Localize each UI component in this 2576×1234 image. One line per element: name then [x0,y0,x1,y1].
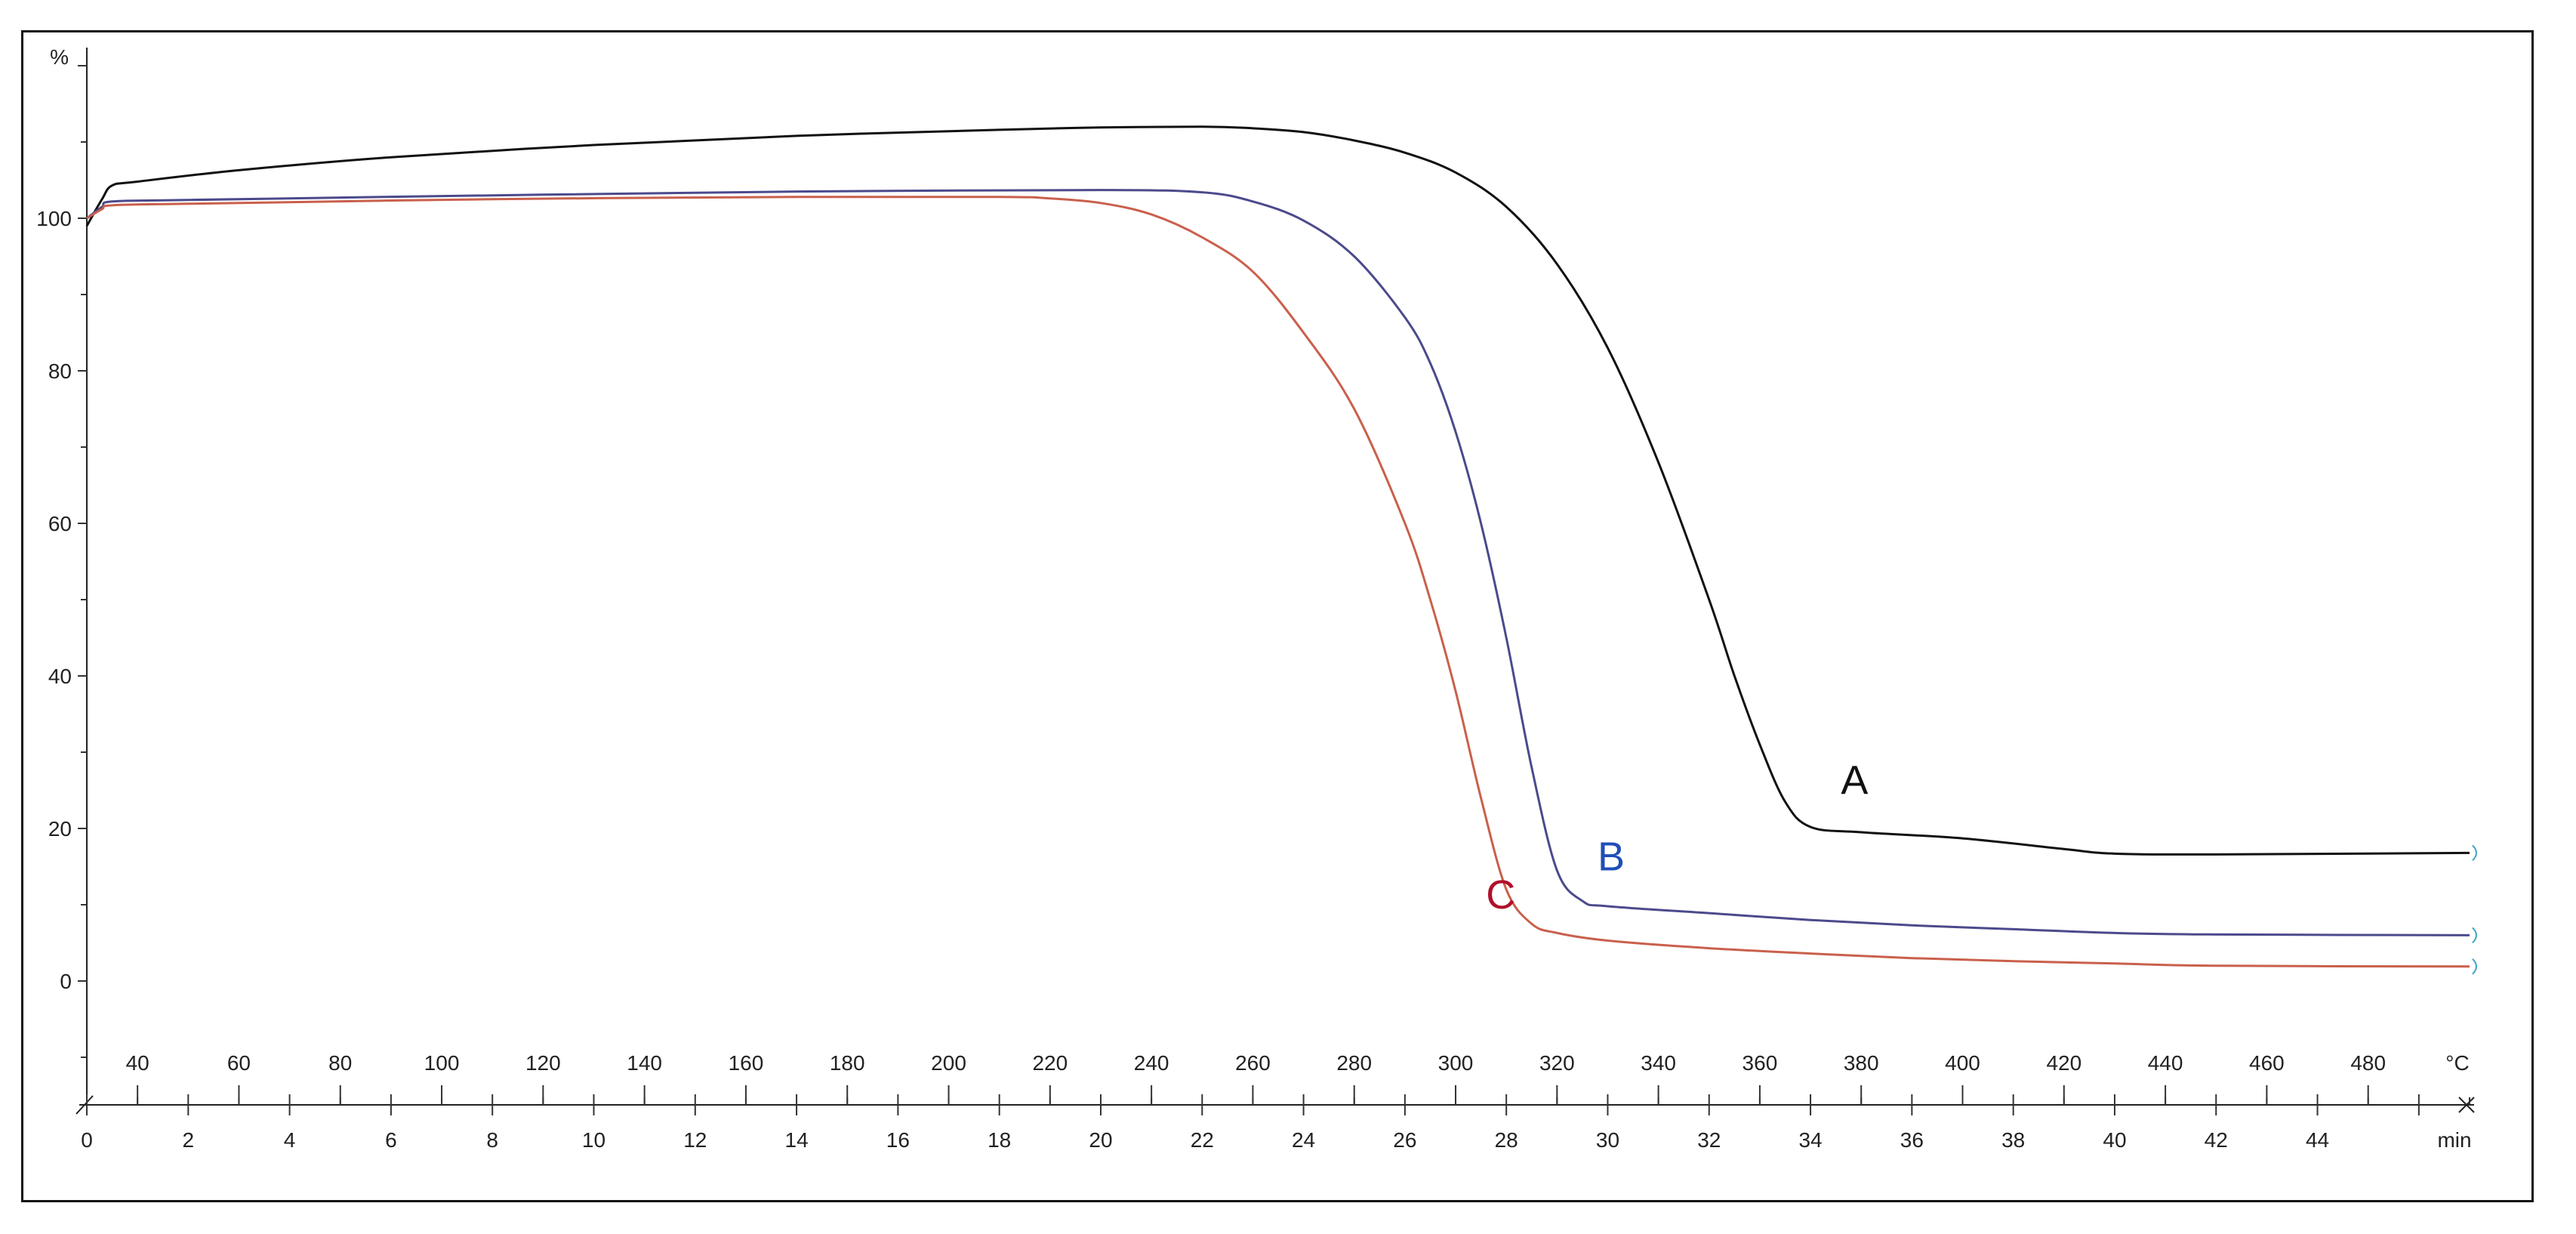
chart-frame: 0 20 40 60 80 100 0 2 4 6 8 10 12 14 16 18 20 22 24 26 28 30 3… [21,30,2534,1202]
x-temp-tick-label: 320 [1539,1051,1575,1075]
series-line-C [86,195,2470,968]
x-temp-tick-label: 200 [931,1051,966,1075]
y-tick-label: 40 [48,665,72,688]
x-min-tick-label: 10 [582,1128,605,1152]
x-temp-tick-label: 360 [1742,1051,1778,1075]
y-axis-unit-label: % [50,45,69,69]
x-min-tick-label: 22 [1191,1128,1214,1152]
y-tick-label: 80 [48,359,72,383]
series-label-A: A [1841,758,1868,804]
x-temp-tick-label: 140 [627,1051,662,1075]
x-temp-tick-label: 100 [424,1051,460,1075]
x-min-tick-label: 44 [2306,1128,2329,1152]
origin-mark [75,1095,94,1115]
x-min-tick-label: 30 [1596,1128,1619,1152]
x-min-tick-label: 24 [1292,1128,1315,1152]
x-min-tick-label: 34 [1798,1128,1822,1152]
x-min-tick-label: 26 [1393,1128,1416,1152]
x-temp-tick-label: 220 [1032,1051,1068,1075]
series-end-marker-C [2472,958,2477,975]
x-temp-tick-label: 400 [1945,1051,1980,1075]
x-temp-tick-label: 160 [729,1051,764,1075]
series-line-A [85,125,2470,856]
x-temp-tick-label: 60 [227,1051,251,1075]
series-end-marker-A [2472,844,2477,862]
x-min-tick-label: 0 [81,1128,93,1152]
x-axis-temp-unit-label: °C [2445,1051,2469,1075]
x-axis-min-unit-label: min [2437,1128,2471,1152]
x-temp-tick-label: 380 [1844,1051,1879,1075]
x-temp-tick-label: 40 [126,1051,149,1075]
x-min-tick-label: 40 [2103,1128,2126,1152]
x-min-tick-label: 12 [683,1128,707,1152]
x-temp-tick-label: 420 [2046,1051,2081,1075]
x-temp-tick-label: 120 [525,1051,561,1075]
x-temp-tick-label: 480 [2350,1051,2386,1075]
series-label-B: B [1598,834,1625,880]
x-temp-tick-label: 180 [830,1051,865,1075]
x-min-tick-label: 8 [486,1128,498,1152]
x-axis-end-mark [2458,1097,2475,1113]
x-min-tick-label: 14 [785,1128,809,1152]
x-temp-tick-label: 340 [1641,1051,1676,1075]
x-temp-tick-label: 260 [1235,1051,1271,1075]
x-min-tick-label: 4 [284,1128,296,1152]
series-group [85,125,2477,975]
x-temp-tick-label: 280 [1336,1051,1372,1075]
series-label-C: C [1486,872,1515,918]
x-min-tick-label: 2 [183,1128,195,1152]
x-min-tick-label: 32 [1697,1128,1721,1152]
series-line-B [86,189,2470,936]
series-end-marker-B [2472,927,2477,944]
x-temp-tick-label: 460 [2249,1051,2285,1075]
y-tick-label: 0 [60,970,72,993]
y-tick-label: 100 [36,207,72,230]
x-min-tick-label: 6 [385,1128,397,1152]
x-min-tick-label: 18 [988,1128,1011,1152]
x-min-tick-label: 36 [1900,1128,1924,1152]
y-tick-label: 60 [48,512,72,535]
y-tick-label: 20 [48,817,72,841]
x-min-tick-label: 16 [886,1128,910,1152]
x-min-tick-label: 28 [1495,1128,1518,1152]
x-min-tick-label: 42 [2205,1128,2228,1152]
x-min-tick-label: 38 [2001,1128,2025,1152]
x-temp-tick-label: 240 [1134,1051,1169,1075]
x-min-tick-label: 20 [1089,1128,1112,1152]
x-temp-tick-label: 80 [328,1051,352,1075]
series-labels-group: A B C [1486,758,1868,918]
x-temp-tick-label: 300 [1438,1051,1474,1075]
x-temp-tick-label: 440 [2148,1051,2183,1075]
